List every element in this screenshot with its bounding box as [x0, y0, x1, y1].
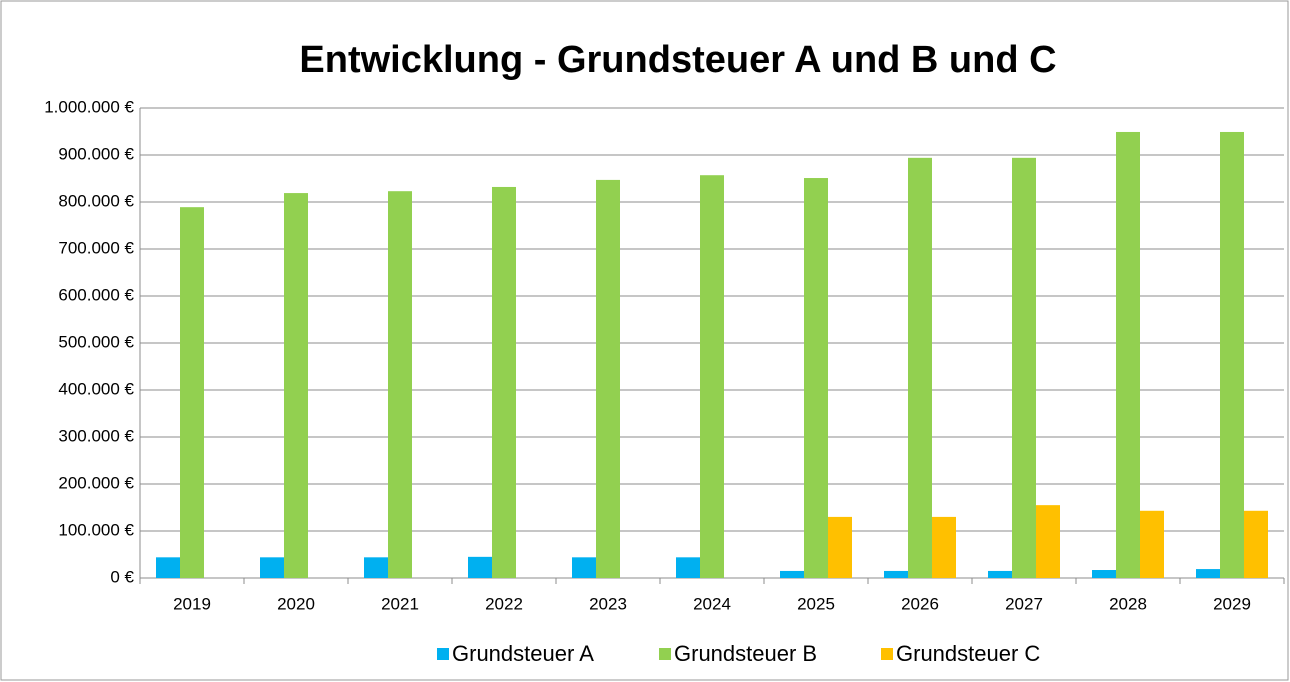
legend-label: Grundsteuer B	[674, 641, 817, 666]
y-tick-label: 200.000 €	[58, 473, 134, 492]
y-tick-label: 900.000 €	[58, 144, 134, 163]
legend-swatch	[437, 648, 449, 660]
bar	[1196, 569, 1220, 578]
bar	[156, 557, 180, 578]
y-tick-label: 500.000 €	[58, 332, 134, 351]
bar	[468, 556, 492, 578]
bar	[1036, 505, 1060, 578]
bar	[364, 557, 388, 578]
legend-swatch	[881, 648, 893, 660]
y-tick-label: 800.000 €	[58, 191, 134, 210]
bar	[884, 570, 908, 578]
bar	[284, 193, 308, 578]
y-tick-label: 1.000.000 €	[44, 97, 134, 116]
bar	[908, 157, 932, 578]
bar	[700, 175, 724, 578]
x-tick-label: 2029	[1213, 594, 1251, 613]
bar	[492, 186, 516, 578]
bar	[676, 557, 700, 578]
x-tick-label: 2024	[693, 594, 731, 613]
x-tick-label: 2026	[901, 594, 939, 613]
x-tick-label: 2019	[173, 594, 211, 613]
y-tick-label: 0 €	[110, 567, 134, 586]
bar	[1140, 510, 1164, 578]
bar	[388, 191, 412, 578]
y-tick-label: 300.000 €	[58, 426, 134, 445]
bar	[180, 207, 204, 579]
bar	[988, 570, 1012, 578]
x-tick-label: 2025	[797, 594, 835, 613]
x-tick-label: 2028	[1109, 594, 1147, 613]
bar	[1012, 157, 1036, 578]
chart-title: Entwicklung - Grundsteuer A und B und C	[299, 39, 1056, 81]
legend-label: Grundsteuer C	[896, 641, 1040, 666]
bar	[1244, 510, 1268, 578]
y-tick-label: 400.000 €	[58, 379, 134, 398]
x-tick-label: 2027	[1005, 594, 1043, 613]
bar	[804, 178, 828, 578]
bar	[596, 179, 620, 578]
bar	[1116, 131, 1140, 578]
x-tick-label: 2023	[589, 594, 627, 613]
bar	[1092, 570, 1116, 578]
x-tick-label: 2020	[277, 594, 315, 613]
legend-label: Grundsteuer A	[452, 641, 594, 666]
legend-swatch	[659, 648, 671, 660]
y-tick-label: 600.000 €	[58, 285, 134, 304]
bar	[572, 557, 596, 578]
x-tick-label: 2022	[485, 594, 523, 613]
bar	[828, 516, 852, 578]
bar	[260, 557, 284, 578]
bar	[780, 570, 804, 578]
y-tick-label: 100.000 €	[58, 520, 134, 539]
bar	[1220, 131, 1244, 578]
y-tick-label: 700.000 €	[58, 238, 134, 257]
bar	[932, 516, 956, 578]
x-tick-label: 2021	[381, 594, 419, 613]
